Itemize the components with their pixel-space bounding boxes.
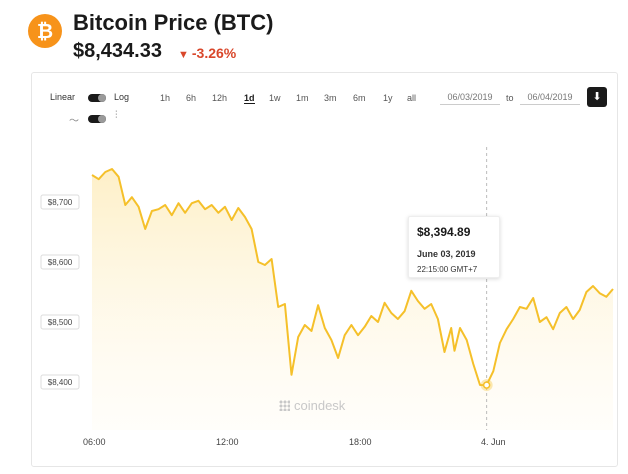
tooltip-date: June 03, 2019: [417, 249, 476, 259]
y-tick-label: $8,500: [48, 318, 73, 327]
y-tick-label: $8,400: [48, 378, 73, 387]
y-tick-box: [40, 254, 80, 270]
date-to-label: to: [506, 93, 514, 103]
range-1d[interactable]: 1d: [244, 93, 255, 104]
price-line: [91, 168, 614, 387]
scale-linear-label[interactable]: Linear: [50, 92, 76, 102]
price-tooltip: $8,394.89 June 03, 2019 22:15:00 GMT+7: [408, 216, 500, 278]
range-all[interactable]: all: [407, 93, 417, 103]
range-3m[interactable]: 3m: [324, 93, 337, 103]
tooltip-price: $8,394.89: [417, 225, 471, 239]
price-chart[interactable]: $8,400 $8,500 $8,600 $8,700 06:00 12:00 18:00 4…: [31, 72, 618, 467]
range-1h[interactable]: 1h: [160, 93, 171, 103]
date-to-input[interactable]: 06/04/2019: [520, 89, 580, 105]
x-tick-label: 4. Jun: [481, 437, 506, 447]
chart-type-toggle[interactable]: [88, 115, 106, 123]
page-title: Bitcoin Price (BTC): [73, 10, 274, 35]
current-price: $8,434.33: [73, 40, 162, 62]
y-tick-label: $8,600: [48, 258, 73, 267]
download-icon: ⬇: [592, 91, 602, 103]
y-tick-box: [40, 374, 80, 390]
range-1m[interactable]: 1m: [296, 93, 309, 103]
scale-toggle[interactable]: [88, 94, 106, 102]
range-12h[interactable]: 12h: [212, 93, 228, 103]
y-tick-box: [40, 314, 80, 330]
y-tick-label: $8,700: [48, 198, 73, 207]
candlestick-icon[interactable]: ⫶: [115, 110, 118, 121]
price-area: [92, 169, 613, 430]
range-1w[interactable]: 1w: [269, 93, 281, 103]
tooltip-time: 22:15:00 GMT+7: [417, 265, 478, 274]
x-tick-label: 06:00: [83, 437, 106, 447]
watermark-text: coindesk: [294, 398, 346, 413]
coindesk-logo-icon: [279, 400, 290, 411]
header: ₿ Bitcoin Price (BTC) $8,434.33 ▼ -3.26%: [28, 10, 618, 66]
x-tick-label: 18:00: [349, 437, 372, 447]
range-1y[interactable]: 1y: [383, 93, 393, 103]
price-change-value: -3.26%: [191, 45, 237, 61]
hover-point: [482, 381, 491, 389]
x-tick-label: 12:00: [216, 437, 239, 447]
y-tick-box: [40, 194, 80, 210]
range-6m[interactable]: 6m: [353, 93, 366, 103]
line-chart-icon[interactable]: 〜: [69, 116, 79, 127]
price-change: ▼ -3.26%: [178, 45, 236, 61]
down-arrow-icon: ▼: [178, 49, 189, 61]
date-from-input[interactable]: 06/03/2019: [440, 89, 500, 105]
download-button[interactable]: ⬇: [587, 87, 607, 107]
range-6h[interactable]: 6h: [186, 93, 197, 103]
scale-log-label[interactable]: Log: [114, 92, 130, 102]
bitcoin-logo-icon: ₿: [28, 14, 62, 48]
coindesk-watermark: coindesk: [279, 398, 345, 413]
